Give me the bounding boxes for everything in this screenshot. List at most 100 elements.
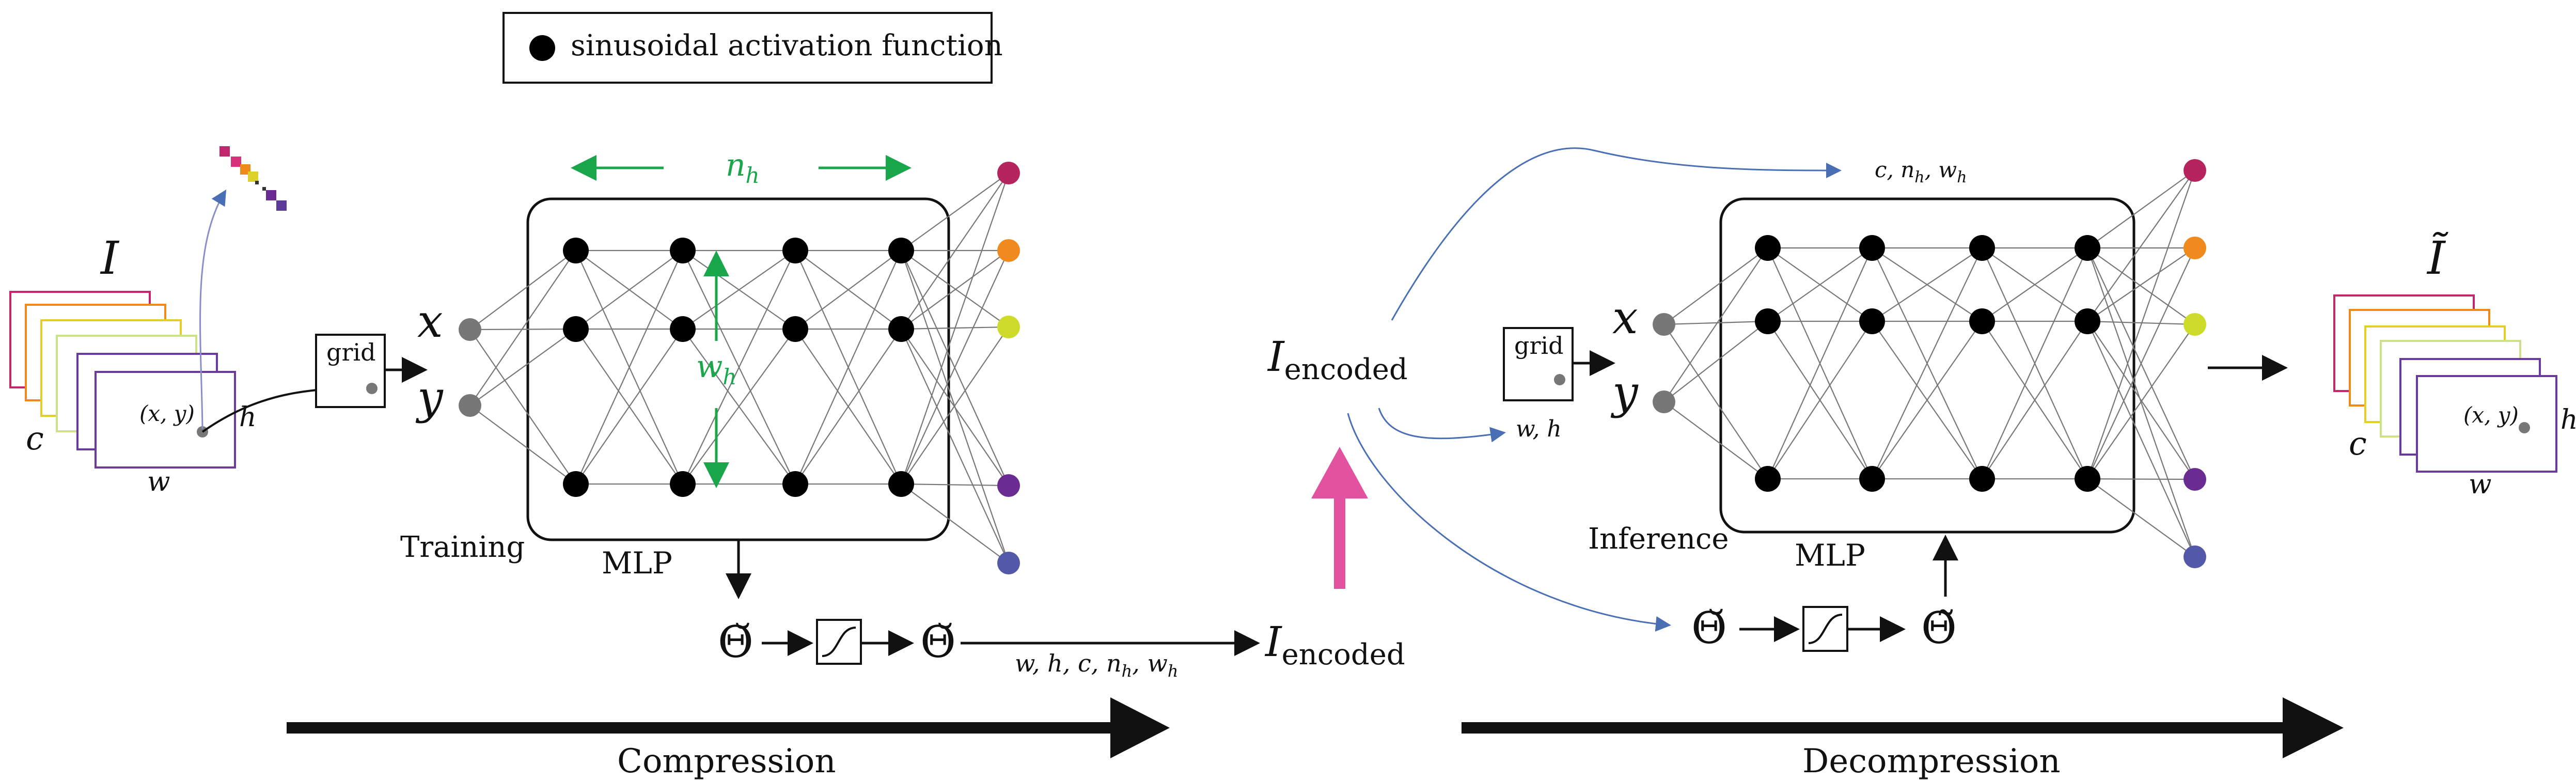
decompression-arrow bbox=[1462, 697, 2344, 758]
svg-text:c, nh, wh: c, nh, wh bbox=[1875, 157, 1967, 186]
input-coord-label: (x, y) bbox=[139, 401, 195, 426]
output-height-label: h bbox=[2561, 404, 2576, 435]
mlp-left-hidden-node bbox=[563, 316, 589, 342]
input-y-label-right: y bbox=[1610, 366, 1639, 419]
params-sub: h bbox=[1122, 661, 1133, 681]
encoded-sub-bottom: encoded bbox=[1282, 638, 1405, 672]
pink-up-arrow bbox=[1311, 447, 1368, 589]
mlp-right-input-node bbox=[1653, 391, 1675, 413]
mlp-left-hidden-node bbox=[888, 238, 914, 263]
nh-label: n bbox=[726, 147, 746, 183]
quantize-box-left bbox=[816, 619, 862, 665]
mlp-right-hidden-node bbox=[1969, 308, 1995, 334]
meta-label: c, n bbox=[1875, 157, 1914, 182]
params-tail: , w bbox=[1132, 649, 1168, 677]
input-channel-label: c bbox=[26, 419, 44, 457]
mlp-right-hidden-node bbox=[1969, 466, 1995, 492]
quantize-box-right bbox=[1802, 606, 1848, 652]
mlp-left-hidden-node bbox=[563, 471, 589, 497]
mlp-left-output-node bbox=[997, 552, 1020, 574]
mlp-left-input-node bbox=[459, 318, 481, 341]
grid-label-right: grid bbox=[1514, 332, 1564, 360]
legend-node-icon bbox=[529, 35, 555, 61]
compression-arrow bbox=[287, 697, 1170, 758]
mlp-network-left bbox=[459, 162, 1020, 574]
encoded-label-bottom: I bbox=[1264, 618, 1282, 666]
wh-label-right: w, h bbox=[1516, 416, 1562, 442]
mlp-left-hidden-node bbox=[670, 316, 696, 342]
legend: sinusoidal activation function bbox=[502, 12, 1003, 84]
mlp-left-hidden-node bbox=[670, 238, 696, 263]
mlp-right-input-node bbox=[1653, 313, 1675, 336]
svg-text:w, h, c, nh, wh: w, h, c, nh, wh bbox=[1015, 649, 1179, 681]
grid-box-left: grid bbox=[315, 334, 386, 408]
params-label: w, h, c, n bbox=[1015, 649, 1122, 677]
encoded-label-right: I bbox=[1267, 333, 1285, 381]
mlp-left-hidden-node bbox=[563, 238, 589, 263]
mlp-right-hidden-node bbox=[2075, 235, 2100, 261]
meta-tail: , w bbox=[1925, 157, 1957, 182]
mlp-right-hidden-node bbox=[1859, 308, 1885, 334]
mlp-right-hidden-node bbox=[1859, 466, 1885, 492]
encoded-sub-right: encoded bbox=[1284, 353, 1408, 386]
legend-label: sinusoidal activation function bbox=[571, 29, 1003, 63]
output-image-symbol: Ĩ bbox=[2426, 231, 2448, 285]
mlp-left-output-node bbox=[997, 239, 1020, 262]
mlp-right-output-node bbox=[2184, 159, 2206, 182]
nh-sub: h bbox=[746, 163, 760, 188]
svg-text:Iencoded: Iencoded bbox=[1267, 333, 1408, 386]
mlp-left-hidden-node bbox=[888, 316, 914, 342]
mlp-right-hidden-node bbox=[1859, 235, 1885, 261]
mlp-network-right bbox=[1653, 159, 2206, 568]
output-width-label: w bbox=[2469, 469, 2492, 500]
mlp-right-output-node bbox=[2184, 468, 2206, 491]
mlp-left-hidden-node bbox=[670, 471, 696, 497]
output-image-stack bbox=[2333, 294, 2557, 473]
output-coord-label: (x, y) bbox=[2463, 402, 2519, 428]
mlp-right-output-node bbox=[2184, 545, 2206, 568]
mlp-left-hidden-node bbox=[888, 471, 914, 497]
mlp-right-hidden-node bbox=[1969, 235, 1995, 261]
meta-sub: h bbox=[1914, 168, 1924, 186]
theta-right-in: Θ̆ bbox=[1691, 603, 1727, 653]
theta-right-out: Θ̃ bbox=[1921, 603, 1957, 653]
svg-text:nh: nh bbox=[726, 147, 760, 188]
grid-label-left: grid bbox=[326, 338, 376, 366]
mlp-right-hidden-node bbox=[2075, 308, 2100, 334]
grid-box-right: grid bbox=[1503, 327, 1574, 401]
theta-left-2: Θ̆ bbox=[920, 617, 956, 667]
svg-text:wh: wh bbox=[696, 349, 736, 389]
input-y-label: y bbox=[415, 371, 444, 424]
input-image-symbol: I bbox=[100, 231, 120, 285]
params-tail-sub: h bbox=[1168, 661, 1179, 681]
meta-tail-sub: h bbox=[1957, 168, 1967, 186]
inference-label: Inference bbox=[1588, 522, 1729, 556]
mlp-label-left: MLP bbox=[602, 545, 672, 581]
input-image-stack bbox=[9, 291, 236, 469]
mlp-right-hidden-node bbox=[2075, 466, 2100, 492]
pixel-samples bbox=[219, 146, 287, 211]
theta-left-1: Θ̆ bbox=[718, 617, 753, 667]
svg-text:Iencoded: Iencoded bbox=[1264, 618, 1405, 672]
mlp-right-output-node bbox=[2184, 237, 2206, 259]
mlp-left-output-node bbox=[997, 162, 1020, 184]
mlp-left-hidden-node bbox=[782, 316, 808, 342]
mlp-left-hidden-node bbox=[782, 238, 808, 263]
decompression-label: Decompression bbox=[1802, 742, 2061, 780]
mlp-right-hidden-node bbox=[1755, 235, 1781, 261]
mlp-label-right: MLP bbox=[1795, 538, 1865, 573]
mlp-left-output-node bbox=[997, 316, 1020, 338]
compression-label: Compression bbox=[617, 742, 836, 780]
wh-label: w bbox=[696, 349, 722, 385]
mlp-right-hidden-node bbox=[1755, 466, 1781, 492]
input-width-label: w bbox=[147, 466, 170, 497]
training-label: Training bbox=[400, 531, 525, 564]
output-channel-label: c bbox=[2349, 425, 2367, 462]
mlp-box-right bbox=[1719, 197, 2135, 534]
mlp-left-output-node bbox=[997, 474, 1020, 497]
wh-sub: h bbox=[722, 364, 736, 389]
input-x-label: x bbox=[417, 294, 443, 348]
mlp-left-hidden-node bbox=[782, 471, 808, 497]
input-x-label-right: x bbox=[1612, 291, 1638, 344]
